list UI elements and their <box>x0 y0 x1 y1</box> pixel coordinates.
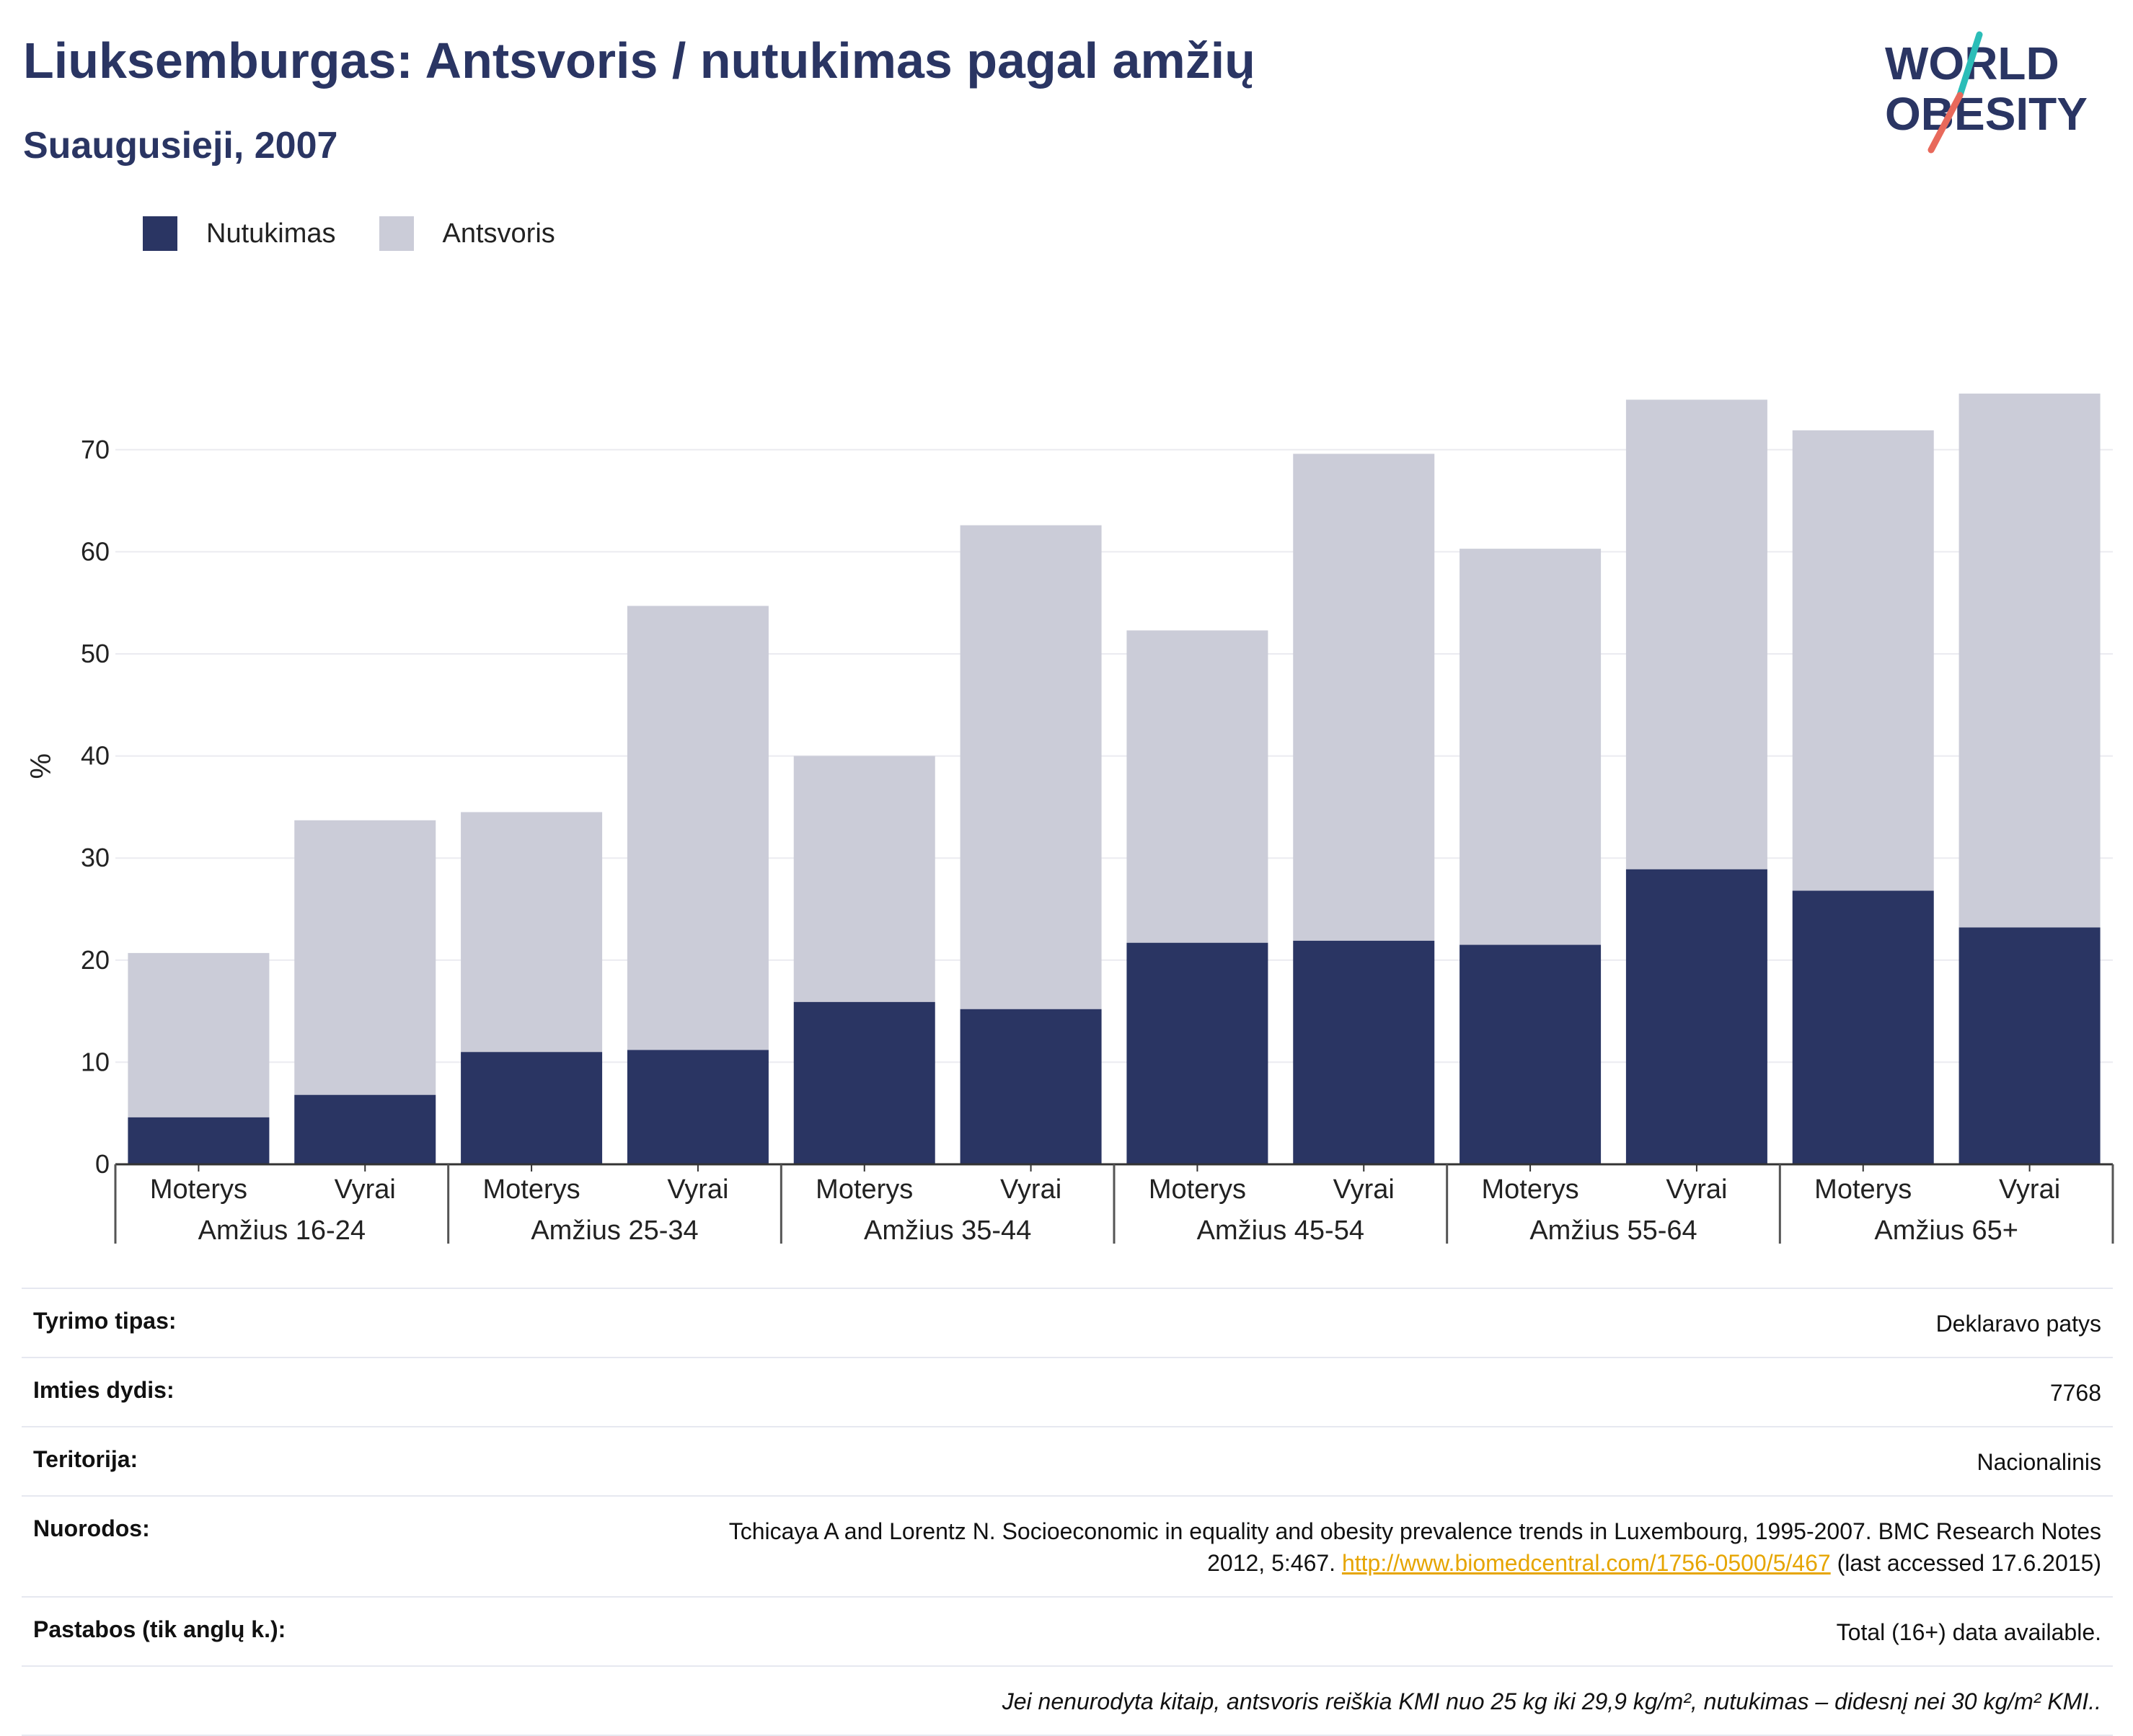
info-value: Nacionalinis <box>1977 1449 2101 1475</box>
info-row-notes: Pastabos (tik anglų k.): Total (16+) dat… <box>22 1596 2113 1665</box>
y-axis-label: % <box>25 753 57 779</box>
info-label: Nuorodos: <box>33 1515 150 1541</box>
info-table: Tyrimo tipas: Deklaravo patys Imties dyd… <box>22 1288 2113 1736</box>
legend-swatch-obesity <box>143 216 177 251</box>
info-value: Deklaravo patys <box>1935 1311 2101 1337</box>
bar-overweight <box>960 525 1102 1009</box>
reference-link[interactable]: http://www.biomedcentral.com/1756-0500/5… <box>1341 1550 1831 1576</box>
reference-text-line1: Tchicaya A and Lorentz N. Socioeconomic … <box>728 1518 2101 1544</box>
x-tick-label: Moterys <box>1814 1174 1912 1205</box>
info-label: Tyrimo tipas: <box>33 1308 177 1334</box>
world-obesity-logo: WORLD OBESITY <box>1885 31 2088 154</box>
bar-overweight <box>1126 630 1268 943</box>
info-row-territory: Teritorija: Nacionalinis <box>22 1426 2113 1495</box>
bar-obesity <box>960 1009 1102 1164</box>
logo-slash-red-icon <box>1927 92 1964 154</box>
bar-overweight <box>1792 430 1934 891</box>
x-tick-label: Moterys <box>1149 1174 1246 1205</box>
legend-label-obesity: Nutukimas <box>206 218 336 249</box>
bar-overweight <box>128 952 270 1117</box>
logo-text-obesity: OBESITY <box>1885 88 2088 140</box>
info-label: Pastabos (tik anglų k.): <box>33 1616 286 1642</box>
info-value: 7768 <box>2049 1380 2101 1406</box>
x-tick-label: Vyrai <box>335 1174 396 1205</box>
bar-overweight <box>1293 453 1435 941</box>
legend-item-obesity[interactable]: Nutukimas <box>143 216 336 251</box>
bar-obesity <box>294 1094 436 1164</box>
y-tick-label: 0 <box>95 1149 110 1179</box>
page-title: Liuksemburgas: Antsvoris / nutukimas pag… <box>23 32 1255 89</box>
x-tick-label: Moterys <box>150 1174 247 1205</box>
bar-overweight <box>793 756 935 1002</box>
bar-obesity <box>1958 927 2101 1164</box>
stacked-bar-chart: 0 10 20 30 40 50 60 70% Moterys Vyrai Moterys Vyrai… <box>25 393 2114 1246</box>
info-row-references: Nuorodos: Tchicaya A and Lorentz N. Soci… <box>22 1495 2113 1596</box>
y-tick-label: 30 <box>81 843 110 872</box>
x-tick-label: Moterys <box>483 1174 580 1205</box>
bar-obesity <box>793 1001 935 1164</box>
x-tick-label: Vyrai <box>667 1174 728 1205</box>
legend-label-overweight: Antsvoris <box>442 218 555 249</box>
bar-obesity <box>461 1052 603 1164</box>
info-row-sample-size: Imties dydis: 7768 <box>22 1357 2113 1426</box>
info-label: Imties dydis: <box>33 1377 175 1403</box>
legend-swatch-overweight <box>379 216 414 251</box>
legend-item-overweight[interactable]: Antsvoris <box>379 216 555 251</box>
bar-obesity <box>1459 944 1602 1164</box>
x-tick-label: Moterys <box>1482 1174 1579 1205</box>
x-tick-label: Vyrai <box>1333 1174 1395 1205</box>
group-label: Amžius 35-44 <box>864 1215 1031 1246</box>
y-tick-label: 50 <box>81 639 110 668</box>
bar-obesity <box>1625 869 1767 1164</box>
group-label: Amžius 16-24 <box>198 1215 366 1246</box>
reference-text-line2-post: (last accessed 17.6.2015) <box>1830 1550 2101 1576</box>
y-tick-label: 10 <box>81 1047 110 1076</box>
group-label: Amžius 45-54 <box>1197 1215 1364 1246</box>
page-subtitle: Suaugusieji, 2007 <box>23 125 338 167</box>
chart-legend: Nutukimas Antsvoris <box>143 213 599 254</box>
info-row-footnote: Jei nenurodyta kitaip, antsvoris reiškia… <box>22 1665 2113 1736</box>
info-row-survey-type: Tyrimo tipas: Deklaravo patys <box>22 1288 2113 1357</box>
bar-obesity <box>1792 890 1934 1164</box>
info-value: Total (16+) data available. <box>1836 1619 2101 1645</box>
y-tick-label: 20 <box>81 945 110 975</box>
group-label: Amžius 65+ <box>1874 1215 2018 1246</box>
group-label: Amžius 55-64 <box>1529 1215 1697 1246</box>
bar-overweight <box>294 820 436 1095</box>
y-tick-label: 70 <box>81 435 110 464</box>
x-tick-label: Vyrai <box>1000 1174 1061 1205</box>
bar-overweight <box>1459 549 1602 945</box>
y-tick-label: 40 <box>81 741 110 771</box>
footnote-text: Jei nenurodyta kitaip, antsvoris reiškia… <box>1002 1688 2101 1714</box>
bar-obesity <box>1293 940 1435 1164</box>
x-tick-label: Moterys <box>816 1174 913 1205</box>
x-tick-label: Vyrai <box>1999 1174 2060 1205</box>
bar-obesity <box>128 1117 270 1164</box>
bar-overweight <box>461 812 603 1053</box>
group-label: Amžius 25-34 <box>531 1215 698 1246</box>
logo-slash-teal-icon <box>1956 31 1983 99</box>
y-tick-label: 60 <box>81 536 110 566</box>
x-tick-label: Vyrai <box>1666 1174 1727 1205</box>
info-value: Tchicaya A and Lorentz N. Socioeconomic … <box>729 1515 2101 1579</box>
info-label: Teritorija: <box>33 1446 138 1472</box>
reference-text-line2-pre: 2012, 5:467. <box>1207 1550 1342 1576</box>
bar-obesity <box>1126 942 1268 1164</box>
bar-overweight <box>1958 393 2101 928</box>
bar-overweight <box>627 606 769 1050</box>
bar-obesity <box>627 1050 769 1164</box>
bar-overweight <box>1625 399 1767 869</box>
